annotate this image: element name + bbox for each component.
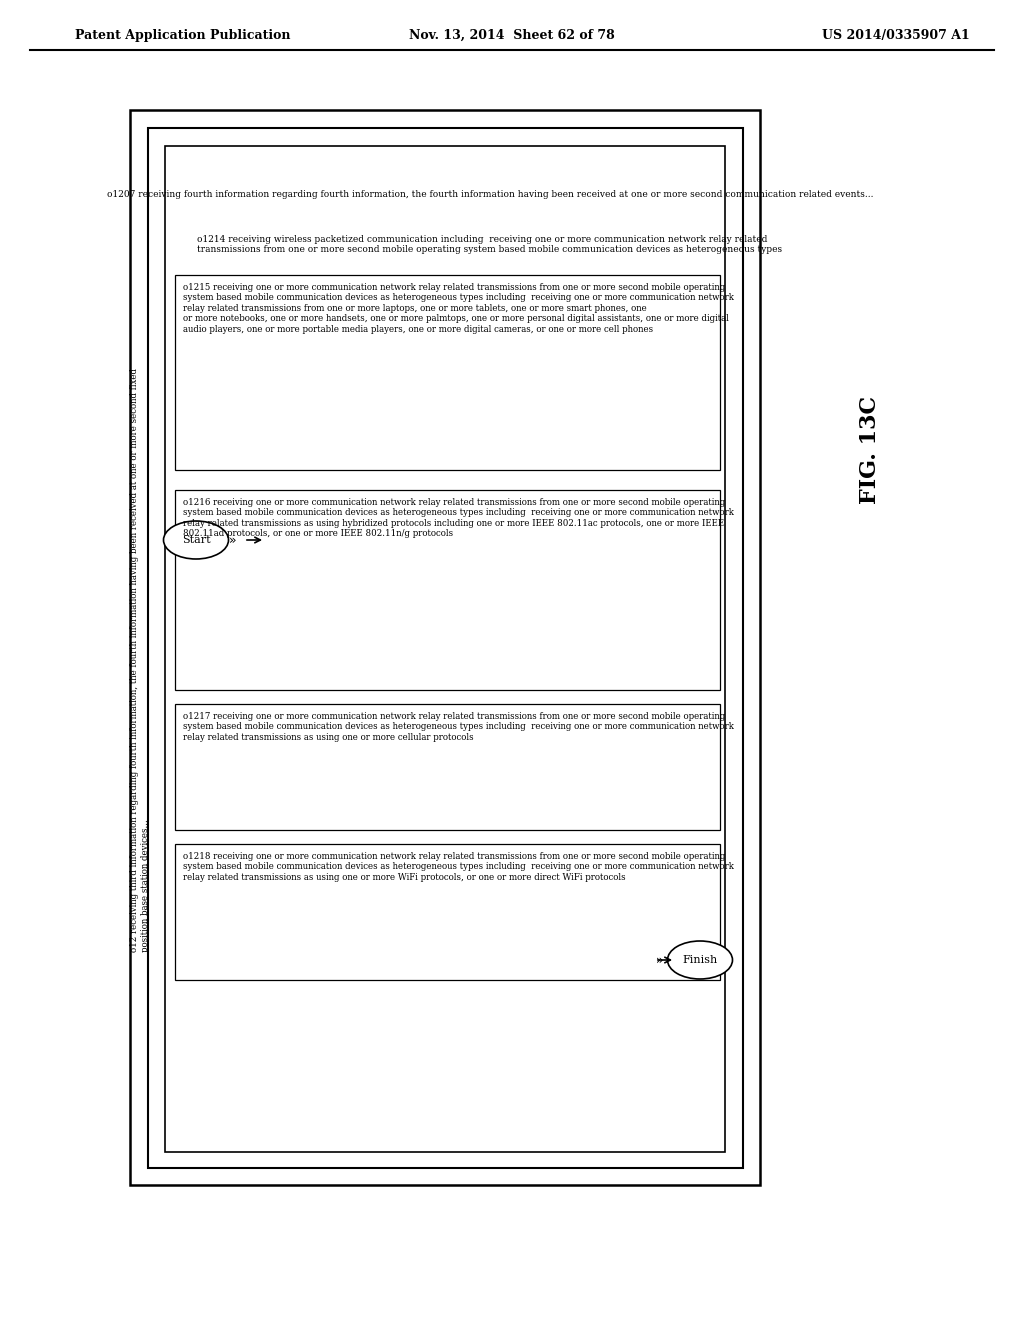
Text: Start: Start — [181, 535, 210, 545]
Text: o1218 receiving one or more communication network relay related transmissions fr: o1218 receiving one or more communicatio… — [183, 851, 734, 882]
Bar — [148, 128, 743, 1168]
Text: o1207 receiving fourth information regarding fourth information, the fourth info: o1207 receiving fourth information regar… — [106, 190, 873, 199]
Text: »: » — [656, 953, 664, 966]
Text: o1217 receiving one or more communication network relay related transmissions fr: o1217 receiving one or more communicatio… — [183, 711, 734, 742]
Bar — [175, 704, 720, 830]
Text: Finish: Finish — [682, 954, 718, 965]
Ellipse shape — [164, 521, 228, 558]
Bar — [130, 110, 760, 1185]
Text: »: » — [229, 533, 237, 546]
Text: o12 receiving third information regarding fourth information, the fourth informa: o12 receiving third information regardin… — [130, 368, 150, 952]
Bar — [175, 843, 720, 979]
Bar — [175, 275, 720, 470]
Text: o1215 receiving one or more communication network relay related transmissions fr: o1215 receiving one or more communicatio… — [183, 282, 734, 334]
Text: FIG. 13C: FIG. 13C — [859, 396, 881, 504]
Text: o1214 receiving wireless packetized communication including  receiving one or mo: o1214 receiving wireless packetized comm… — [198, 235, 782, 255]
Bar — [165, 147, 725, 1152]
Text: Patent Application Publication: Patent Application Publication — [75, 29, 291, 41]
Ellipse shape — [668, 941, 732, 979]
Text: o1216 receiving one or more communication network relay related transmissions fr: o1216 receiving one or more communicatio… — [183, 498, 734, 539]
Bar — [175, 490, 720, 690]
Text: US 2014/0335907 A1: US 2014/0335907 A1 — [822, 29, 970, 41]
Text: Nov. 13, 2014  Sheet 62 of 78: Nov. 13, 2014 Sheet 62 of 78 — [410, 29, 614, 41]
